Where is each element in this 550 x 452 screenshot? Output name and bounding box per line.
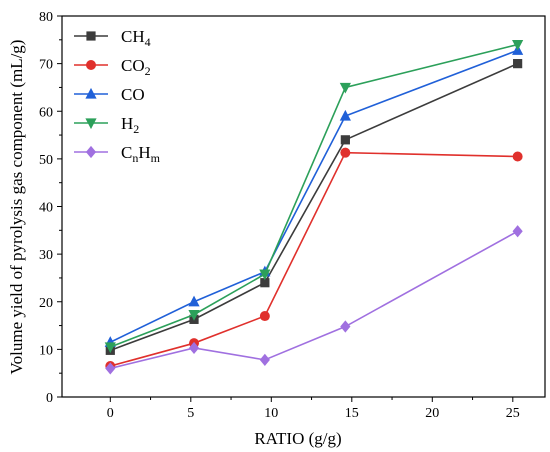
y-axis-label: Volume yield of pyrolysis gas component … (7, 40, 26, 375)
data-point (339, 109, 351, 121)
data-point (340, 147, 351, 158)
y-tick-label: 80 (39, 10, 53, 25)
data-point (188, 341, 200, 355)
series-line (110, 230, 519, 370)
data-point (188, 295, 200, 307)
x-axis-label: RATIO (g/g) (254, 429, 341, 448)
data-point (340, 320, 351, 333)
legend-marker (86, 60, 96, 70)
x-tick-label: 0 (107, 406, 114, 421)
data-point (105, 362, 116, 375)
legend-marker (85, 118, 97, 130)
series-co2 (105, 147, 523, 372)
y-tick-label: 0 (46, 391, 53, 406)
legend-item: CH4 (74, 27, 151, 49)
legend-item: CnHm (74, 143, 161, 165)
data-point (512, 39, 524, 51)
legend-marker (85, 145, 97, 159)
data-point (259, 311, 270, 322)
data-point (260, 278, 270, 288)
series-layer (104, 39, 524, 375)
y-tick-label: 50 (39, 153, 53, 168)
data-point (340, 135, 350, 145)
x-tick-label: 20 (425, 406, 439, 421)
data-point (259, 269, 271, 281)
series-cnhm (105, 225, 523, 375)
x-tick-label: 25 (506, 406, 520, 421)
legend-item: CO2 (74, 56, 151, 78)
data-point (259, 353, 270, 366)
y-tick-label: 10 (39, 343, 53, 358)
x-tick-label: 15 (345, 406, 359, 421)
y-tick-label: 70 (39, 58, 53, 73)
legend-label: CnHm (121, 143, 161, 165)
data-point (512, 151, 523, 162)
legend-label: CO (121, 85, 145, 104)
legend-label: H2 (121, 114, 139, 136)
legend-item: CO (74, 85, 145, 104)
legend-label: CO2 (121, 56, 151, 78)
legend-marker (85, 87, 97, 99)
data-point (339, 82, 351, 94)
legend-item: H2 (74, 114, 139, 136)
y-tick-label: 40 (39, 201, 53, 216)
x-tick-label: 5 (187, 406, 194, 421)
legend-label: CH4 (121, 27, 151, 49)
series-ch4 (105, 59, 523, 355)
data-point (512, 225, 523, 238)
y-tick-label: 60 (39, 105, 53, 120)
data-point (513, 59, 523, 69)
data-point (104, 342, 116, 354)
series-line (110, 62, 518, 352)
series-line (110, 151, 518, 367)
y-tick-label: 30 (39, 248, 53, 263)
axes: 0 5 10 15 20 25 0 10 20 30 40 50 60 70 80 (39, 10, 546, 421)
y-tick-label: 20 (39, 296, 53, 311)
legend-marker (86, 31, 96, 41)
x-tick-label: 10 (264, 406, 278, 421)
series-h2 (104, 39, 524, 354)
legend: CH4 CO2 CO H2 CnHm (74, 27, 161, 165)
data-point (188, 310, 200, 321)
